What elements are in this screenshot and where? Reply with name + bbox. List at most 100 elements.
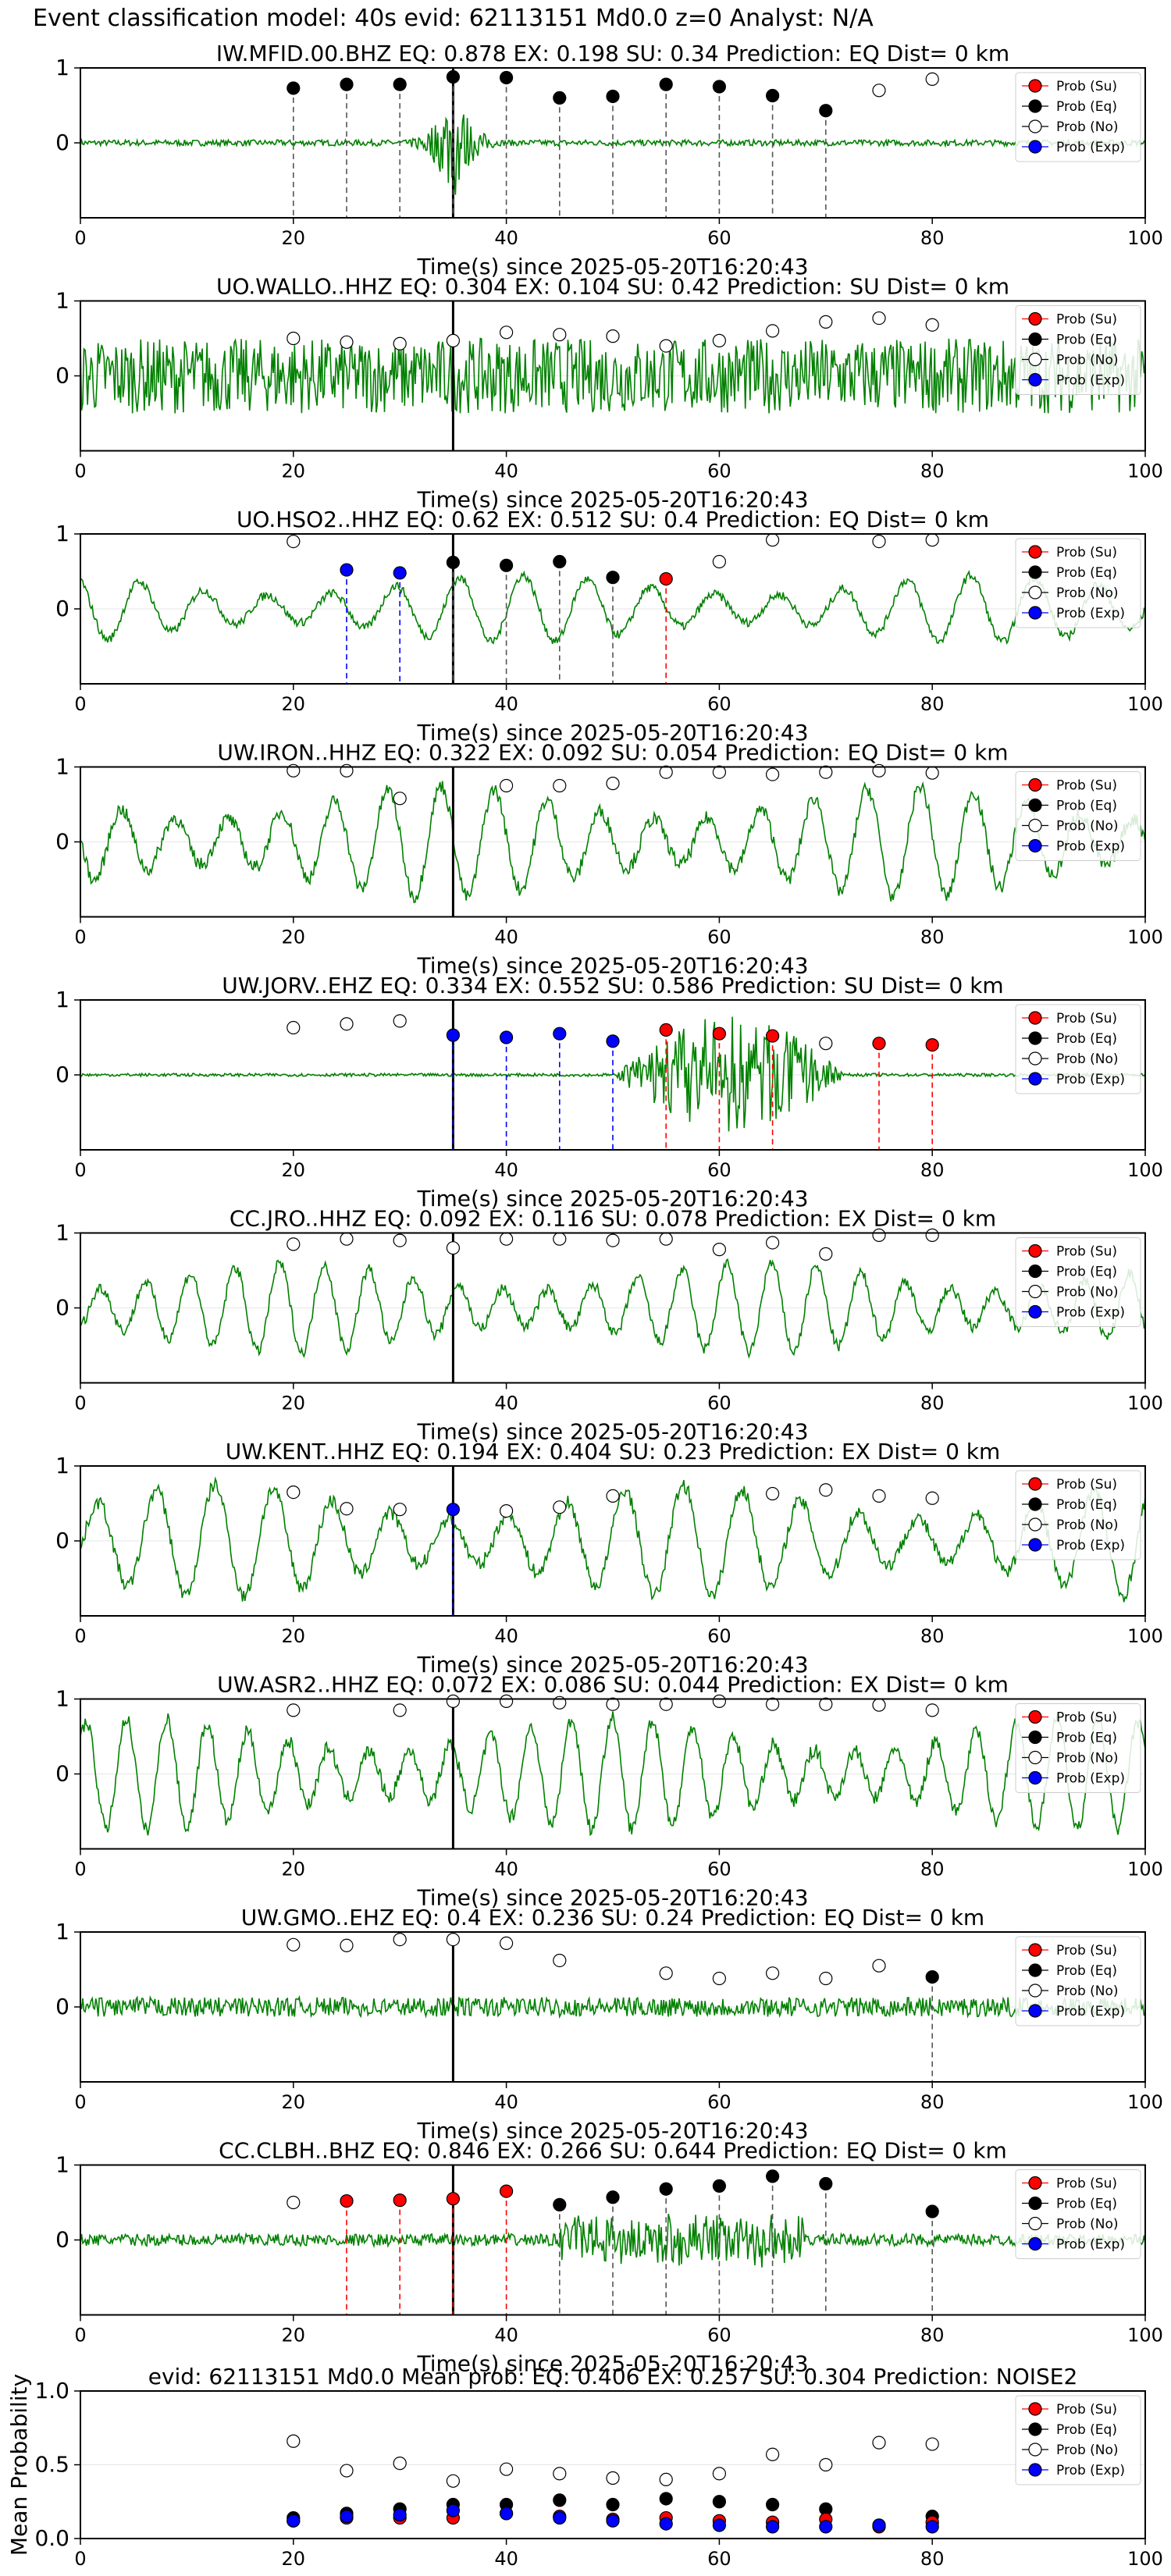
mean-marker-no (925, 2437, 939, 2451)
y-tick-label: 0 (55, 1528, 69, 1553)
prob-marker-no (659, 1232, 673, 1246)
x-tick-label: 60 (707, 2325, 731, 2347)
prob-marker-no (340, 335, 354, 349)
legend-label: Prob (Su) (1056, 1244, 1117, 1260)
x-tick-label: 80 (920, 1393, 945, 1414)
mean-marker-eq (765, 2497, 780, 2512)
legend-marker-ex (1028, 1538, 1042, 1552)
prob-marker-no (340, 1017, 354, 1031)
x-tick-label: 60 (707, 2091, 731, 2113)
legend: Prob (Su) Prob (Eq) Prob (No) Prob (Exp) (1015, 538, 1141, 628)
prob-marker-eq (287, 81, 301, 95)
legend-box (1015, 1470, 1141, 1560)
legend-marker-no (1028, 1750, 1042, 1765)
legend-label: Prob (No) (1056, 119, 1119, 135)
x-tick-label: 100 (1127, 1859, 1163, 1880)
legend-label: Prob (Eq) (1056, 1265, 1117, 1280)
x-tick-label: 40 (494, 693, 518, 715)
prob-marker-eq (553, 2197, 567, 2211)
x-tick-label: 0 (74, 1393, 86, 1414)
x-axis-label: Time(s) since 2025-05-20T16:20:43 (416, 2118, 808, 2144)
legend: Prob (Su) Prob (Eq) Prob (No) Prob (Exp) (1015, 305, 1141, 395)
legend: Prob (Su) Prob (Eq) Prob (No) Prob (Exp) (1015, 1703, 1141, 1793)
prob-marker-ex (499, 1030, 514, 1044)
legend-label: Prob (Su) (1056, 2402, 1117, 2418)
mean-marker-no (287, 2434, 301, 2448)
waveform-trace (80, 781, 1146, 904)
legend-label: Prob (Exp) (1056, 1072, 1125, 1087)
prob-marker-no (393, 1703, 407, 1717)
prob-marker-eq (446, 69, 461, 84)
legend-label: Prob (Exp) (1056, 2237, 1125, 2253)
x-tick-label: 60 (707, 1393, 731, 1414)
panel-title: UW.IRON..HHZ EQ: 0.322 EX: 0.092 SU: 0.0… (217, 740, 1008, 766)
x-tick-label: 100 (1127, 2091, 1163, 2113)
prob-marker-no (872, 1698, 886, 1712)
x-axis-label: Time(s) since 2025-05-20T16:20:43 (416, 254, 808, 279)
legend-label: Prob (Exp) (1056, 839, 1125, 855)
prob-marker-no (872, 84, 886, 98)
prob-marker-eq (765, 2169, 780, 2183)
panel-title: UW.ASR2..HHZ EQ: 0.072 EX: 0.086 SU: 0.0… (217, 1672, 1009, 1698)
y-axis-label: Mean Probability (6, 2374, 32, 2556)
prob-marker-no (287, 1020, 301, 1035)
y-tick-label: 1 (55, 55, 69, 80)
mean-marker-ex (872, 2518, 886, 2532)
legend-marker-eq (1028, 2196, 1042, 2211)
legend: Prob (Su) Prob (Eq) Prob (No) Prob (Exp) (1015, 2395, 1141, 2485)
legend-label: Prob (Su) (1056, 79, 1117, 94)
x-tick-label: 60 (707, 2548, 731, 2570)
legend-marker-eq (1028, 332, 1042, 347)
mean-marker-eq (712, 2495, 727, 2509)
x-tick-label: 80 (920, 227, 945, 249)
y-tick-label: 1 (55, 987, 69, 1012)
prob-marker-no (393, 1233, 407, 1247)
legend-label: Prob (Su) (1056, 1477, 1117, 1493)
prob-marker-eq (340, 77, 354, 91)
x-tick-label: 20 (282, 2325, 306, 2347)
legend-label: Prob (Exp) (1056, 373, 1125, 389)
mean-marker-no (606, 2471, 620, 2485)
x-tick-label: 40 (494, 1393, 518, 1414)
x-tick-label: 20 (282, 2091, 306, 2113)
legend-label: Prob (Exp) (1056, 2463, 1125, 2478)
legend-box (1015, 72, 1141, 162)
legend-marker-no (1028, 1284, 1042, 1299)
x-tick-label: 20 (282, 2548, 306, 2570)
prob-marker-ex (606, 1034, 620, 1048)
mean-marker-ex (446, 2503, 461, 2517)
mean-marker-no (712, 2467, 727, 2481)
y-tick-label: 0 (55, 829, 69, 855)
x-tick-label: 20 (282, 227, 306, 249)
legend-marker-eq (1028, 1497, 1042, 1511)
prob-marker-su (765, 1029, 780, 1043)
prob-marker-no (499, 326, 514, 340)
legend-label: Prob (No) (1056, 819, 1119, 834)
panel-title: UO.HSO2..HHZ EQ: 0.62 EX: 0.512 SU: 0.4 … (237, 507, 989, 532)
y-tick-label: 0.5 (34, 2452, 69, 2478)
prob-marker-no (446, 1241, 461, 1255)
legend-label: Prob (No) (1056, 585, 1119, 601)
legend-marker-ex (1028, 140, 1042, 154)
prob-marker-ex (553, 1026, 567, 1041)
panel-title: UW.JORV..EHZ EQ: 0.334 EX: 0.552 SU: 0.5… (222, 973, 1003, 998)
y-tick-label: 0 (55, 1761, 69, 1787)
x-tick-label: 0 (74, 1625, 86, 1647)
legend-label: Prob (Exp) (1056, 1771, 1125, 1787)
legend-marker-ex (1028, 2004, 1042, 2018)
legend-marker-no (1028, 2443, 1042, 2457)
legend-marker-eq (1028, 565, 1042, 579)
legend-label: Prob (Eq) (1056, 799, 1117, 814)
panel-title: UO.WALLO..HHZ EQ: 0.304 EX: 0.104 SU: 0.… (216, 274, 1009, 300)
prob-marker-no (553, 1500, 567, 1514)
legend-marker-su (1028, 1943, 1042, 1957)
x-tick-label: 20 (282, 461, 306, 482)
prob-marker-no (659, 765, 673, 779)
y-tick-label: 1 (55, 2152, 69, 2178)
legend: Prob (Su) Prob (Eq) Prob (No) Prob (Exp) (1015, 1470, 1141, 1560)
prob-marker-no (553, 328, 567, 342)
mean-marker-no (499, 2462, 514, 2476)
prob-marker-no (872, 311, 886, 326)
prob-marker-eq (819, 104, 833, 118)
x-tick-label: 0 (74, 693, 86, 715)
